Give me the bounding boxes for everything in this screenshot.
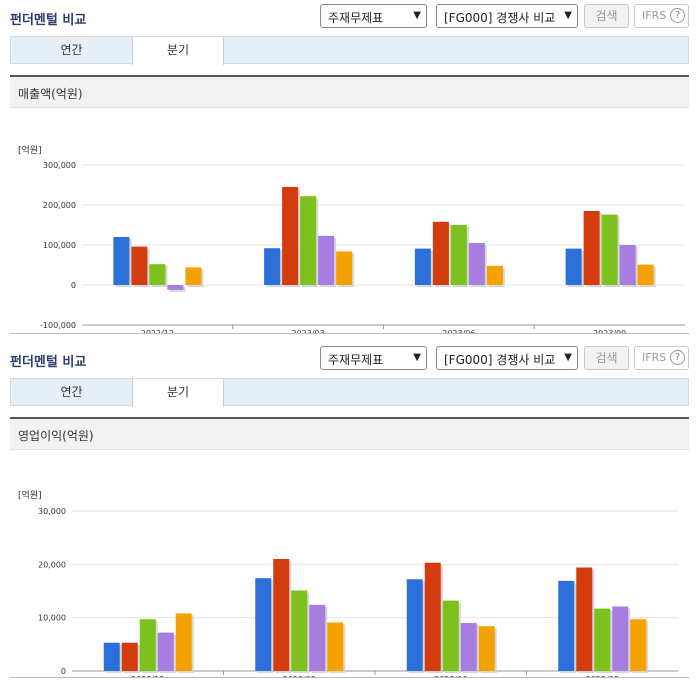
unit-label: [억원] [18, 144, 42, 156]
bar [327, 622, 344, 671]
y-tick-label: 300,000 [43, 161, 76, 170]
tab-quarterly[interactable]: 분기 [132, 37, 224, 65]
bar [175, 613, 192, 671]
peer-group-select[interactable]: [FG000] 경쟁사 비교 ▼ [436, 4, 578, 28]
ifrs-button[interactable]: IFRS ? [634, 4, 689, 28]
bar [309, 604, 326, 671]
chart-title: 매출액(억원) [10, 77, 689, 108]
bar [167, 285, 184, 290]
bar [558, 580, 575, 671]
section-title: 펀더멘털 비교 [10, 355, 87, 370]
bar [300, 196, 317, 285]
bar [432, 221, 449, 285]
chevron-down-icon: ▼ [564, 352, 572, 363]
bar [450, 225, 467, 285]
x-tick-label: 2022/12 [141, 329, 174, 333]
bar [612, 606, 629, 671]
y-tick-label: 0 [71, 281, 76, 290]
peer-group-select-value: [FG000] 경쟁사 비교 [444, 353, 556, 367]
x-tick-label: 2023/09 [586, 675, 619, 677]
statement-select[interactable]: 주재무제표 ▼ [320, 346, 427, 370]
revenue-panel: 펀더멘털 비교 주재무제표 ▼ [FG000] 경쟁사 비교 ▼ 검색 IFRS… [0, 0, 696, 340]
bar [149, 264, 166, 285]
bar [103, 642, 120, 671]
bar [601, 214, 618, 285]
bar [576, 567, 593, 671]
operating-income-chart: [억원] 0 10,000 20,000 30,000 2022/12 2023/03 202… [18, 489, 678, 677]
bar [121, 642, 138, 671]
bar [594, 608, 611, 671]
help-icon: ? [670, 350, 685, 365]
x-tick-label: 2023/09 [593, 329, 626, 333]
bar [139, 619, 156, 671]
bar [468, 243, 485, 285]
search-button[interactable]: 검색 [584, 4, 629, 28]
bar [113, 237, 130, 285]
bar [565, 248, 582, 285]
bar [478, 626, 495, 671]
operating-income-panel: 펀더멘털 비교 주재무제표 ▼ [FG000] 경쟁사 비교 ▼ 검색 IFRS… [0, 342, 696, 684]
period-tabs: 연간 분기 [10, 36, 689, 65]
y-tick-label: 20,000 [38, 560, 66, 569]
x-tick-label: 2023/03 [292, 329, 325, 333]
statement-select-value: 주재무제표 [328, 11, 384, 25]
bar [630, 619, 647, 671]
period-tabs: 연간 분기 [10, 378, 689, 407]
tab-annual[interactable]: 연간 [60, 385, 83, 399]
bar [273, 559, 290, 671]
bar [442, 600, 459, 671]
bar [414, 248, 431, 285]
peer-group-select[interactable]: [FG000] 경쟁사 비교 ▼ [436, 346, 578, 370]
bar [619, 245, 636, 285]
help-icon: ? [670, 8, 685, 23]
peer-group-select-value: [FG000] 경쟁사 비교 [444, 11, 556, 25]
bar [255, 578, 272, 671]
bar [185, 267, 202, 285]
revenue-chart: [억원] -100,000 0 100,000 200,000 300,000 2022/1… [18, 144, 685, 333]
x-tick-label: 2023/06 [434, 675, 467, 677]
y-tick-label: 0 [61, 667, 66, 676]
chevron-down-icon: ▼ [564, 10, 572, 21]
statement-select-value: 주재무제표 [328, 353, 384, 367]
bar [157, 632, 174, 671]
search-button[interactable]: 검색 [584, 346, 629, 370]
bar [424, 562, 441, 671]
x-tick-label: 2023/03 [283, 675, 316, 677]
statement-select[interactable]: 주재무제표 ▼ [320, 4, 427, 28]
chevron-down-icon: ▼ [413, 352, 421, 363]
chart-title: 영업이익(억원) [10, 419, 689, 450]
bar [131, 246, 148, 285]
chevron-down-icon: ▼ [413, 10, 421, 21]
bar [282, 187, 299, 285]
ifrs-label: IFRS [642, 351, 667, 364]
bar [318, 235, 335, 285]
bar [264, 248, 281, 285]
bar [583, 211, 600, 285]
y-tick-label: 10,000 [38, 614, 66, 623]
bar [460, 623, 477, 671]
y-tick-label: 100,000 [43, 241, 76, 250]
divider [10, 677, 689, 678]
y-tick-label: -100,000 [40, 321, 76, 330]
ifrs-button[interactable]: IFRS ? [634, 346, 689, 370]
divider [10, 333, 689, 334]
section-title: 펀더멘털 비교 [10, 13, 87, 28]
ifrs-label: IFRS [642, 9, 667, 22]
bar [406, 579, 423, 671]
bar [637, 264, 654, 285]
bar [291, 590, 308, 671]
revenue-chart-box: 매출액(억원) [억원] -100,000 0 100,000 200,000 300,0… [10, 75, 689, 333]
x-tick-label: 2022/12 [131, 675, 164, 677]
x-tick-label: 2023/06 [442, 329, 475, 333]
bar [336, 251, 353, 285]
y-tick-label: 200,000 [43, 201, 76, 210]
bar [486, 265, 503, 285]
y-tick-label: 30,000 [38, 507, 66, 516]
tab-quarterly[interactable]: 분기 [132, 379, 224, 407]
unit-label: [억원] [18, 489, 42, 501]
tab-annual[interactable]: 연간 [60, 43, 83, 57]
operating-income-chart-box: 영업이익(억원) [억원] 0 10,000 20,000 30,000 2022/12 2… [10, 417, 689, 677]
